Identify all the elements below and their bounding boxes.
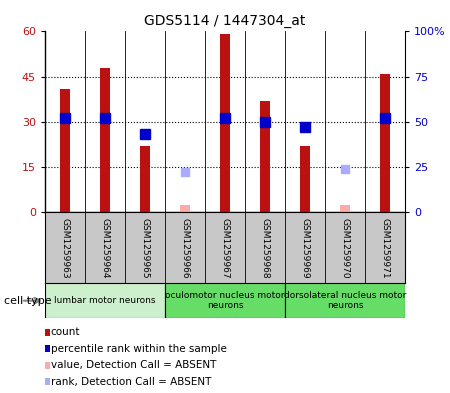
Bar <box>100 68 110 212</box>
Text: GSM1259967: GSM1259967 <box>220 218 230 279</box>
Text: GSM1259969: GSM1259969 <box>301 218 310 279</box>
Text: oculomotor nucleus motor
neurons: oculomotor nucleus motor neurons <box>165 291 285 310</box>
Bar <box>340 205 350 212</box>
Bar <box>260 101 270 212</box>
Text: GSM1259963: GSM1259963 <box>60 218 69 279</box>
Text: rank, Detection Call = ABSENT: rank, Detection Call = ABSENT <box>51 376 211 387</box>
Text: count: count <box>51 327 80 337</box>
Text: GSM1259970: GSM1259970 <box>341 218 350 279</box>
Text: lumbar motor neurons: lumbar motor neurons <box>54 296 156 305</box>
Text: value, Detection Call = ABSENT: value, Detection Call = ABSENT <box>51 360 216 370</box>
Bar <box>180 205 190 212</box>
Bar <box>380 73 390 212</box>
Bar <box>285 283 405 318</box>
Bar <box>300 146 310 212</box>
Text: GSM1259968: GSM1259968 <box>261 218 270 279</box>
Text: GSM1259971: GSM1259971 <box>381 218 390 279</box>
Bar <box>220 35 230 212</box>
Text: GSM1259966: GSM1259966 <box>180 218 189 279</box>
Title: GDS5114 / 1447304_at: GDS5114 / 1447304_at <box>144 14 306 28</box>
Bar <box>165 283 285 318</box>
Text: dorsolateral nucleus motor
neurons: dorsolateral nucleus motor neurons <box>284 291 406 310</box>
Text: cell type: cell type <box>4 296 52 306</box>
Text: GSM1259965: GSM1259965 <box>140 218 149 279</box>
Bar <box>60 89 70 212</box>
Bar <box>140 146 150 212</box>
Text: percentile rank within the sample: percentile rank within the sample <box>51 343 226 354</box>
Text: GSM1259964: GSM1259964 <box>100 218 109 278</box>
Bar <box>45 283 165 318</box>
